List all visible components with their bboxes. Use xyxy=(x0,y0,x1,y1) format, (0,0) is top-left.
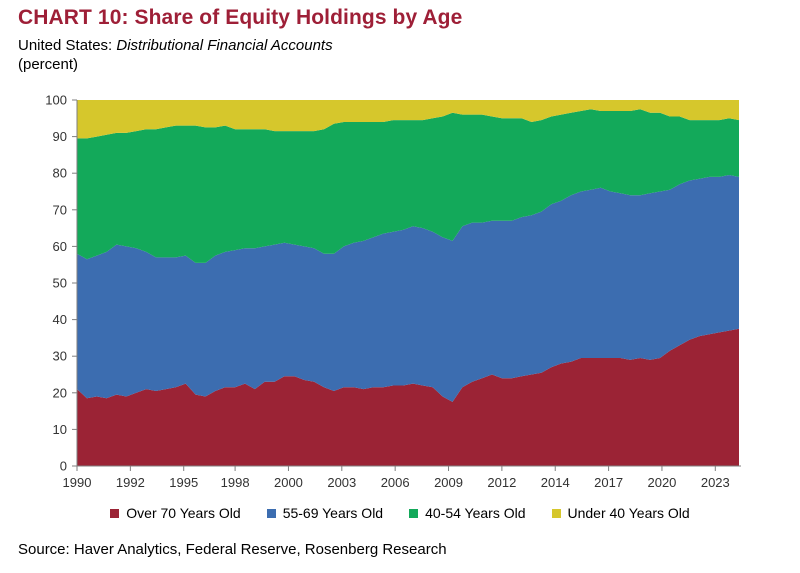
x-tick-label: 2020 xyxy=(647,475,676,490)
x-tick-label: 2017 xyxy=(594,475,623,490)
legend-label: 55-69 Years Old xyxy=(282,505,384,521)
y-tick-label: 40 xyxy=(53,312,67,327)
area-55-69-years-old xyxy=(77,175,739,402)
x-tick-label: 2023 xyxy=(701,475,730,490)
y-tick-label: 90 xyxy=(53,129,67,144)
y-tick-label: 20 xyxy=(53,385,67,400)
y-tick-label: 80 xyxy=(53,166,67,181)
legend-label: 40-54 Years Old xyxy=(425,505,526,521)
y-tick-label: 70 xyxy=(53,202,67,217)
subtitle-italic: Distributional Financial Accounts xyxy=(116,37,333,54)
y-tick-label: 50 xyxy=(53,276,67,291)
y-tick-label: 10 xyxy=(53,422,67,437)
legend-item: 55-69 Years Old xyxy=(266,505,384,521)
legend-swatch xyxy=(110,508,120,518)
x-tick-label: 1992 xyxy=(116,475,145,490)
legend-swatch xyxy=(409,508,419,518)
legend-item: Under 40 Years Old xyxy=(551,505,690,521)
x-tick-label: 2000 xyxy=(274,475,303,490)
source-note: Source: Haver Analytics, Federal Reserve… xyxy=(18,541,447,558)
x-tick-label: 2012 xyxy=(487,475,516,490)
legend-swatch xyxy=(266,508,276,518)
y-tick-label: 30 xyxy=(53,349,67,364)
x-tick-label: 2006 xyxy=(381,475,410,490)
x-tick-label: 2014 xyxy=(541,475,570,490)
y-unit-label: (percent) xyxy=(18,56,79,73)
x-tick-label: 1990 xyxy=(63,475,92,490)
area-40-54-years-old xyxy=(77,109,739,263)
area-over-70-years-old xyxy=(77,328,739,466)
x-tick-label: 1998 xyxy=(221,475,250,490)
chart-subtitle: United States: Distributional Financial … xyxy=(18,37,333,55)
legend-label: Under 40 Years Old xyxy=(567,505,690,521)
x-tick-label: 2009 xyxy=(434,475,463,490)
legend-swatch xyxy=(551,508,561,518)
y-tick-label: 100 xyxy=(45,93,67,108)
chart-title: CHART 10: Share of Equity Holdings by Ag… xyxy=(18,6,463,29)
x-tick-label: 1995 xyxy=(169,475,198,490)
legend-item: Over 70 Years Old xyxy=(110,505,241,521)
y-tick-label: 0 xyxy=(60,459,67,474)
subtitle-prefix: United States: xyxy=(18,37,117,54)
y-tick-label: 60 xyxy=(53,239,67,254)
x-tick-label: 2003 xyxy=(327,475,356,490)
chart-legend: Over 70 Years Old 55-69 Years Old 40-54 Ye… xyxy=(0,505,800,521)
legend-item: 40-54 Years Old xyxy=(409,505,526,521)
legend-label: Over 70 Years Old xyxy=(126,505,241,521)
area-under-40-years-old xyxy=(77,100,739,139)
